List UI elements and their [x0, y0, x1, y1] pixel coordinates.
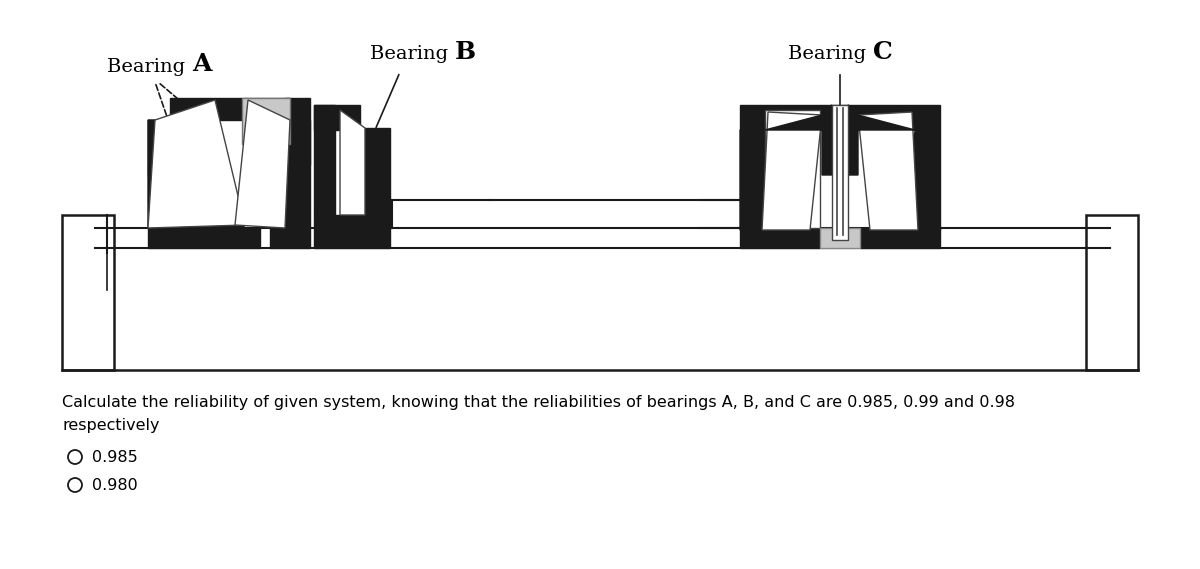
Polygon shape: [170, 98, 290, 120]
Polygon shape: [314, 215, 390, 248]
Text: Bearing: Bearing: [370, 45, 455, 63]
Bar: [1086, 215, 1138, 370]
Polygon shape: [740, 105, 940, 130]
Polygon shape: [822, 105, 832, 175]
Polygon shape: [340, 110, 365, 215]
Polygon shape: [740, 228, 820, 248]
Polygon shape: [860, 228, 940, 248]
Bar: [242, 98, 290, 144]
Polygon shape: [740, 130, 800, 230]
Polygon shape: [362, 128, 390, 215]
Circle shape: [68, 478, 82, 492]
Polygon shape: [314, 105, 335, 215]
Polygon shape: [148, 120, 175, 175]
Polygon shape: [766, 110, 820, 228]
Polygon shape: [272, 120, 310, 228]
Polygon shape: [270, 228, 310, 248]
Polygon shape: [148, 120, 245, 228]
Polygon shape: [235, 100, 290, 228]
Text: B: B: [455, 40, 476, 64]
Bar: [62, 215, 114, 370]
Text: C: C: [874, 40, 893, 64]
Text: respectively: respectively: [62, 418, 160, 433]
Text: A: A: [192, 52, 211, 76]
Polygon shape: [286, 98, 310, 165]
Polygon shape: [762, 112, 822, 230]
Polygon shape: [858, 112, 918, 230]
Polygon shape: [148, 100, 245, 228]
Bar: [820, 228, 860, 248]
Text: Calculate the reliability of given system, knowing that the reliabilities of bea: Calculate the reliability of given syste…: [62, 395, 1015, 410]
Text: 0.985: 0.985: [92, 450, 138, 465]
Polygon shape: [880, 130, 940, 230]
Polygon shape: [148, 228, 260, 248]
Text: Bearing: Bearing: [788, 45, 872, 63]
Polygon shape: [858, 115, 916, 130]
Text: Bearing: Bearing: [107, 58, 191, 76]
Text: 0.980: 0.980: [92, 478, 138, 493]
Polygon shape: [766, 115, 822, 130]
Polygon shape: [848, 105, 858, 175]
Circle shape: [68, 450, 82, 464]
Bar: [832, 105, 848, 240]
Polygon shape: [314, 105, 360, 130]
